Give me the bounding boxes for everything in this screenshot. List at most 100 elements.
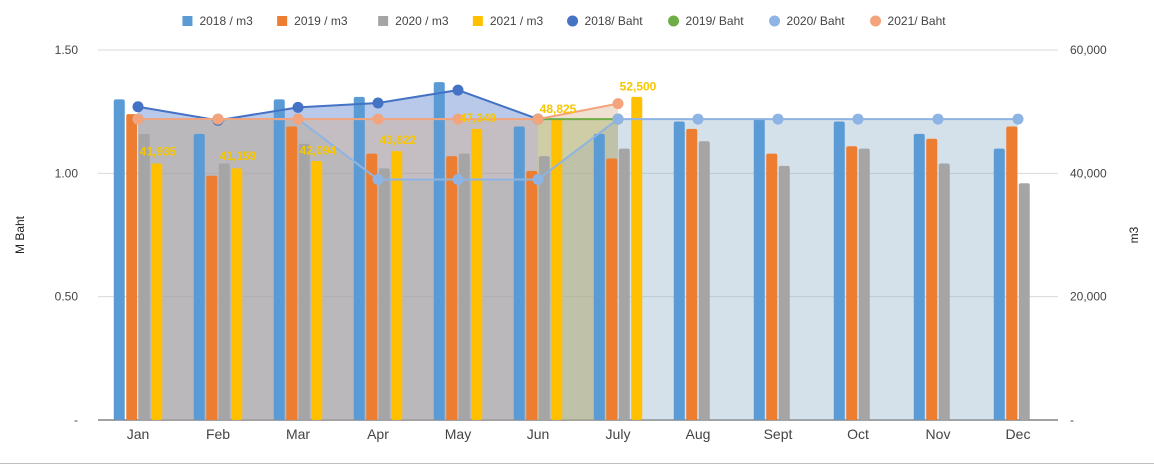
left-axis-tick-label: 1.00 — [55, 166, 79, 180]
bar-2020-m3-feb — [218, 163, 230, 420]
x-tick-label-sept: Sept — [764, 426, 793, 442]
legend-swatch — [277, 16, 288, 26]
bar-2019-m3-dec — [1006, 126, 1018, 420]
bar-2021-m3-may — [471, 128, 483, 420]
bar-2019-m3-mar — [286, 126, 298, 420]
legend-label: 2019/ Baht — [686, 14, 745, 28]
point-2018-baht-apr — [372, 97, 384, 109]
legend-swatch — [472, 16, 483, 26]
bar-2020-m3-nov — [938, 163, 950, 420]
legend-label: 2019 / m3 — [294, 14, 348, 28]
legend-item-2019-m3: 2019 / m3 — [277, 14, 348, 28]
grid-lines — [98, 49, 1058, 421]
line-2018-baht — [137, 89, 539, 122]
bar-2020-m3-dec — [1018, 183, 1030, 420]
legend-label: 2018 / m3 — [199, 14, 253, 28]
bar-2020-m3-mar — [298, 143, 310, 420]
point-2021-baht-jan — [132, 113, 144, 125]
bar-2018-m3-jun — [513, 126, 525, 420]
data-label-jan: 41,935 — [140, 144, 177, 158]
bar-2021-m3-july — [631, 96, 643, 420]
bar-2020-m3-jun — [538, 156, 550, 421]
bar-2020-m3-aug — [698, 141, 710, 420]
left-axis-tick-label: - — [74, 413, 78, 427]
x-tick-label-may: May — [445, 426, 471, 442]
x-tick-label-feb: Feb — [206, 426, 230, 442]
area-2021-baht — [138, 103, 618, 421]
legend-label: 2018/ Baht — [585, 14, 644, 28]
x-tick-label-apr: Apr — [367, 426, 389, 442]
x-tick-label-jun: Jun — [527, 426, 550, 442]
point-2021-baht-feb — [212, 113, 224, 125]
point-2020-baht-may — [452, 174, 464, 185]
bar-2020-m3-apr — [378, 168, 390, 420]
point-2020-baht-apr — [372, 174, 384, 185]
bar-2018-m3-aug — [673, 121, 685, 421]
bars — [113, 82, 1030, 421]
bar-2020-m3-jan — [138, 133, 150, 420]
x-tick-label-dec: Dec — [1006, 426, 1031, 442]
left-axis-tick-label: 0.50 — [55, 290, 79, 304]
legend-marker — [769, 15, 781, 27]
bar-2018-m3-jan — [113, 99, 125, 420]
legend-label: 2020/ Baht — [787, 14, 846, 28]
data-label-apr: 43,822 — [380, 133, 417, 147]
bar-2020-m3-july — [618, 148, 630, 420]
right-axis-title: m3 — [1127, 226, 1141, 243]
area-fills — [138, 90, 1018, 421]
point-2021-baht-apr — [372, 113, 384, 125]
legend-item-2020-m3: 2020 / m3 — [378, 14, 449, 28]
legend-swatch — [378, 16, 389, 26]
right-axis-tick-label: 40,000 — [1070, 166, 1107, 180]
left-axis-title: M Baht — [13, 215, 27, 254]
bar-2018-m3-mar — [273, 99, 285, 420]
legend-swatch — [182, 16, 193, 26]
bar-2018-m3-nov — [913, 133, 925, 420]
legend-item-2021-baht: 2021/ Baht — [870, 14, 946, 28]
bar-2019-m3-july — [606, 158, 618, 421]
bar-2021-m3-jun — [551, 119, 563, 421]
bar-2020-m3-sept — [778, 165, 790, 420]
point-2020-baht-sept — [772, 113, 784, 125]
right-axis-tick-label: 60,000 — [1070, 43, 1107, 57]
bar-2018-m3-sept — [753, 119, 765, 421]
data-label-may: 47,349 — [460, 111, 497, 125]
point-2020-baht-dec — [1012, 113, 1024, 125]
bar-2020-m3-may — [458, 153, 470, 420]
point-2018-baht-may — [452, 84, 464, 96]
axes: - 0.50 1.00 1.50 - 20,000 40,000 60,000 M Baht m3… — [13, 43, 1141, 442]
bar-2019-m3-apr — [366, 153, 378, 420]
bar-2019-m3-nov — [926, 138, 938, 421]
legend-label: 2021 / m3 — [490, 14, 544, 28]
left-axis-tick-label: 1.50 — [55, 43, 79, 57]
point-2020-baht-jun — [532, 174, 544, 185]
bar-2019-m3-sept — [766, 153, 778, 420]
point-2020-baht-aug — [692, 113, 704, 125]
data-label-jun: 48,825 — [540, 102, 577, 116]
bar-2018-m3-apr — [353, 96, 365, 420]
bar-2021-m3-jan — [151, 163, 163, 420]
legend-marker — [567, 15, 579, 27]
data-label-feb: 41,159 — [220, 149, 257, 163]
frame-bottom-border — [0, 463, 1154, 464]
legend-item-2021-m3: 2021 / m3 — [472, 14, 544, 28]
legend-label: 2021/ Baht — [888, 14, 947, 28]
bar-2018-m3-feb — [193, 133, 205, 420]
bar-2019-m3-jun — [526, 170, 538, 420]
data-labels: 41,935 41,159 42,094 43,822 47,349 48,825 52,5… — [140, 79, 657, 163]
right-axis-tick-label: - — [1070, 413, 1074, 427]
point-2018-baht-mar — [292, 101, 304, 113]
data-label-july: 52,500 — [620, 79, 657, 93]
legend: 2018 / m3 2019 / m3 2020 / m3 2021 / m3 2018… — [182, 14, 946, 28]
legend-item-2020-baht: 2020/ Baht — [769, 14, 845, 28]
point-2018-baht-jan — [132, 101, 144, 113]
bar-2021-m3-apr — [391, 151, 403, 420]
bar-2019-m3-jan — [126, 114, 138, 420]
legend-item-2018-baht: 2018/ Baht — [567, 14, 643, 28]
series-points — [132, 84, 1024, 185]
legend-item-2018-m3: 2018 / m3 — [182, 14, 253, 28]
bar-2019-m3-aug — [686, 128, 698, 420]
point-2021-baht-jun — [532, 113, 544, 125]
